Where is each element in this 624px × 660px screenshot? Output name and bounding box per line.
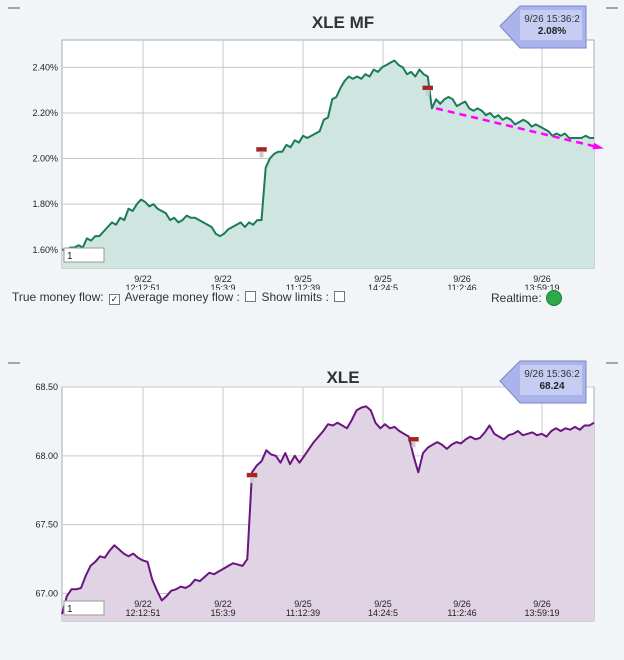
chart-options: True money flow: ✓ Average money flow : … (12, 290, 347, 305)
x-tick-time: 12:12:51 (125, 283, 160, 290)
x-tick-time: 13:59:19 (524, 283, 559, 290)
badge-time: 9/26 15:36:2 (524, 14, 580, 25)
x-tick-date: 9/25 (374, 274, 392, 284)
x-tick-time: 11:12:39 (286, 283, 320, 290)
average-money-flow-checkbox[interactable] (245, 291, 257, 302)
x-tick-date: 9/25 (294, 274, 312, 284)
series-area (62, 60, 594, 268)
series-area (62, 406, 594, 621)
event-marker-stem (411, 441, 416, 448)
x-tick-time: 15:3:9 (210, 608, 235, 618)
x-tick-time: 14:24:5 (368, 283, 398, 290)
y-tick-label: 2.40% (32, 62, 58, 72)
badge-value: 2.08% (538, 26, 566, 37)
average-money-flow-label: Average money flow : (124, 290, 240, 304)
series-line (62, 59, 594, 251)
event-marker (422, 85, 433, 91)
y-tick-label: 67.50 (35, 520, 58, 530)
event-marker-stem (259, 151, 264, 158)
chart-title: XLE MF (312, 13, 374, 32)
event-marker (246, 472, 258, 478)
x-tick-date: 9/26 (533, 599, 551, 609)
x-tick-date: 9/26 (533, 274, 551, 284)
period-input-value: 1 (67, 251, 73, 262)
badge-body (520, 365, 582, 395)
show-limits-label: Show limits : (261, 290, 329, 304)
x-tick-time: 13:59:19 (524, 608, 559, 618)
xle-mf-chart: 1.60%1.80%2.00%2.20%2.40%9/2212:12:519/2… (8, 5, 618, 293)
xle-price-chart: 67.0067.5068.0068.509/2212:12:519/2215:3… (8, 360, 618, 622)
latest-value-badge: 9/26 15:36:268.24 (499, 360, 587, 404)
event-marker-stem (425, 89, 430, 96)
period-input-box (63, 247, 105, 263)
x-tick-date: 9/22 (214, 599, 232, 609)
badge-body (520, 10, 582, 40)
event-marker (408, 437, 419, 442)
latest-value-badge: 9/26 15:36:22.08% (499, 5, 587, 49)
x-tick-date: 9/22 (134, 274, 152, 284)
x-tick-date: 9/26 (453, 599, 471, 609)
x-tick-time: 11:12:39 (286, 608, 320, 618)
period-input[interactable]: 1 (63, 600, 105, 616)
y-tick-label: 68.00 (35, 451, 58, 461)
x-tick-time: 11:2:46 (447, 283, 476, 290)
y-tick-label: 2.20% (32, 108, 58, 118)
x-tick-date: 9/22 (134, 599, 152, 609)
event-marker-stem (250, 477, 254, 484)
x-tick-time: 12:12:51 (125, 608, 160, 618)
badge-value: 68.24 (539, 381, 564, 392)
true-money-flow-checkbox[interactable]: ✓ (108, 294, 120, 305)
period-input-value: 1 (67, 604, 73, 615)
y-tick-label: 67.00 (35, 588, 58, 598)
x-tick-time: 14:24:5 (368, 608, 398, 618)
realtime-indicator: Realtime: (491, 290, 562, 306)
chart-title: XLE (326, 368, 359, 387)
true-money-flow-label: True money flow: (12, 290, 104, 304)
badge-time: 9/26 15:36:2 (524, 369, 580, 380)
x-tick-date: 9/25 (294, 599, 312, 609)
trend-arrowhead (592, 142, 604, 150)
xle-price-chart-panel: 67.00 67.50 68.00 68.50 9/22 12:12:51 9/22 15:3… (0, 345, 624, 655)
realtime-status-icon[interactable] (545, 290, 562, 306)
x-tick-date: 9/26 (453, 274, 471, 284)
series-line (61, 405, 595, 615)
period-input-box (63, 600, 105, 616)
y-tick-label: 1.60% (32, 245, 58, 255)
y-tick-label: 68.50 (35, 382, 58, 392)
y-tick-label: 1.80% (32, 199, 58, 209)
x-tick-time: 11:2:46 (447, 608, 476, 618)
y-tick-label: 2.00% (32, 154, 58, 164)
x-tick-time: 15:3:9 (210, 283, 235, 290)
realtime-label: Realtime: (491, 291, 542, 305)
x-tick-date: 9/25 (374, 599, 392, 609)
xle-mf-chart-panel: 1.60% 1.80% 2.00% 2.20% 2.40% 9/22 12:12:51 9/2… (0, 0, 624, 320)
trend-line (435, 107, 599, 149)
x-tick-date: 9/22 (214, 274, 232, 284)
event-marker (256, 147, 267, 152)
period-input[interactable]: 1 (63, 247, 105, 263)
show-limits-checkbox[interactable] (334, 291, 346, 302)
